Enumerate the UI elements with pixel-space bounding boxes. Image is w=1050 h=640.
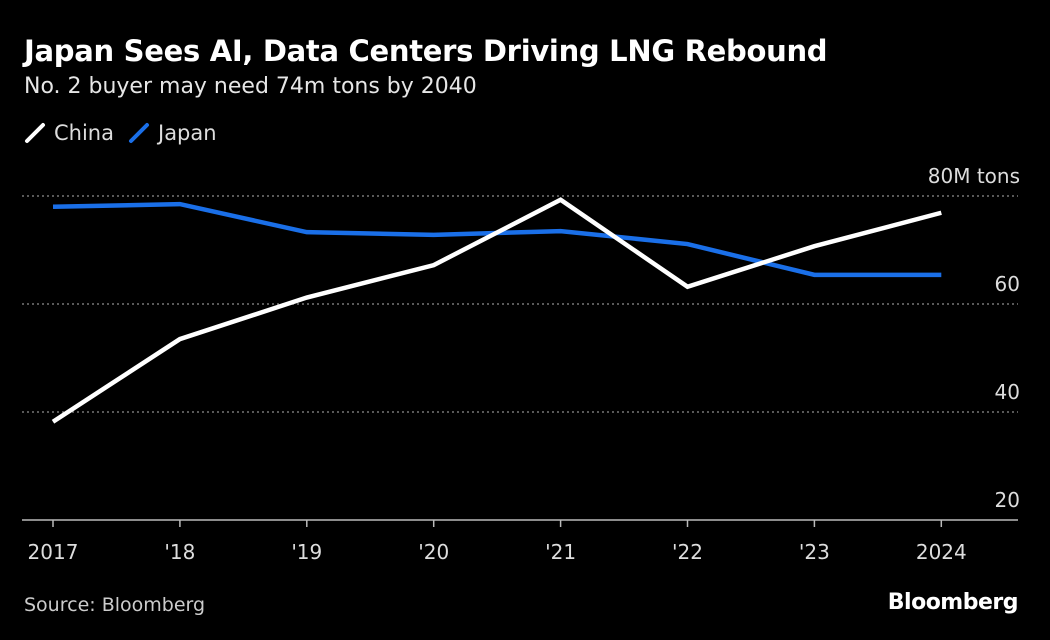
x-tick-label: '23: [799, 540, 830, 564]
series-line-china: [51, 197, 942, 424]
japan-swatch-icon: [129, 123, 149, 143]
source-note: Source: Bloomberg: [24, 594, 206, 616]
x-tick-label: 2024: [916, 540, 967, 564]
y-tick-label: 20: [995, 488, 1020, 512]
x-tick-label: '19: [291, 540, 322, 564]
x-tick-label: '22: [672, 540, 703, 564]
china-swatch-icon: [25, 123, 45, 143]
legend-item-japan: Japan: [128, 121, 217, 145]
chart-title: Japan Sees AI, Data Centers Driving LNG …: [24, 34, 828, 68]
x-tick-label: '18: [164, 540, 195, 564]
legend: China Japan: [24, 121, 217, 145]
chart-subtitle: No. 2 buyer may need 74m tons by 2040: [24, 74, 477, 99]
y-tick-label: 60: [995, 272, 1020, 296]
x-tick-label: '20: [418, 540, 449, 564]
bloomberg-logo: Bloomberg: [887, 590, 1019, 615]
y-tick-label: 40: [995, 380, 1020, 404]
x-tick-label: '21: [545, 540, 576, 564]
series-line-japan: [52, 201, 942, 278]
legend-label-china: China: [54, 121, 114, 145]
y-tick-label: 80M tons: [928, 164, 1020, 188]
x-tick-label: 2017: [28, 540, 79, 564]
legend-item-china: China: [24, 121, 114, 145]
legend-label-japan: Japan: [158, 121, 217, 145]
